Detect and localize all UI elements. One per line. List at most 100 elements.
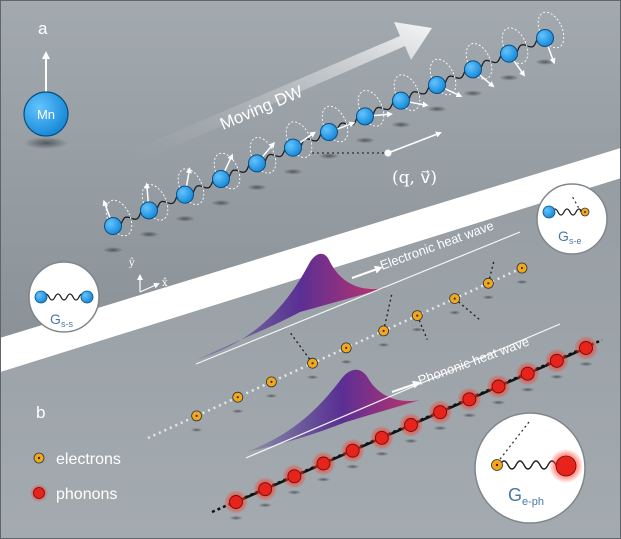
- spin-atom: [356, 107, 374, 126]
- phonon-shadow: [579, 361, 593, 367]
- phonon-dot: [374, 430, 389, 445]
- spin-atom: [104, 217, 122, 235]
- phonon-dot: [404, 418, 418, 432]
- mn-label: Mn: [37, 107, 55, 122]
- phonon-shadow: [374, 451, 389, 457]
- electron-core: [270, 380, 273, 383]
- phonon-shadow: [229, 515, 243, 521]
- spin-shadow: [247, 184, 267, 191]
- spin-shadow: [499, 74, 519, 81]
- legend-electrons-label: electrons: [56, 451, 121, 468]
- spin-chain: [102, 11, 565, 253]
- phonon-dot: [433, 405, 448, 420]
- electron-shadow: [265, 393, 278, 398]
- electron-scatter-line: [487, 259, 496, 284]
- electron-shadow: [190, 427, 203, 432]
- legend-phonons-label: phonons: [56, 486, 117, 503]
- electron-core: [345, 346, 348, 349]
- spin-shadow: [355, 137, 375, 144]
- spin-shadow: [283, 168, 303, 175]
- panel-a-label: a: [38, 19, 48, 38]
- precession-orbit: [357, 90, 385, 127]
- phonon-dot: [316, 456, 331, 471]
- phonon-shadow: [404, 438, 418, 444]
- phonon-dot: [258, 482, 273, 497]
- electron-core: [311, 362, 314, 365]
- legend-electrons: electrons: [33, 451, 121, 468]
- spin-atom: [140, 201, 158, 220]
- precession-orbit: [177, 168, 205, 205]
- phonon-shadow: [491, 400, 506, 405]
- electron-scatter-line: [454, 298, 482, 322]
- phonon-shadow: [287, 490, 302, 495]
- phonon-shadow: [462, 413, 477, 418]
- coupling-ss-icon: G s-s: [28, 261, 100, 333]
- precession-orbit: [285, 121, 313, 158]
- coupling-ss-G: G: [50, 311, 61, 327]
- legend-phonons: phonons: [30, 484, 117, 503]
- coupling-ss-sub: s-s: [61, 319, 73, 329]
- precession-orbit: [393, 74, 421, 111]
- phonon-dot: [287, 469, 302, 484]
- electron-shadow: [377, 342, 390, 347]
- coupling-eph-G: G: [508, 485, 522, 505]
- spin-shadow: [391, 121, 411, 128]
- spin-atom: [176, 185, 194, 204]
- electron-chain-track: [147, 266, 523, 440]
- electron-shadow: [482, 295, 495, 300]
- electron-core: [520, 266, 524, 270]
- spin-shadow: [463, 90, 483, 97]
- spin-shadow: [319, 153, 339, 159]
- phonon-shadow: [316, 477, 331, 482]
- spin-atom: [284, 138, 302, 157]
- electron-core: [236, 396, 239, 399]
- electron-scatter-line: [382, 294, 393, 332]
- electron-shadow: [231, 409, 244, 414]
- phonon-shadow: [345, 464, 360, 469]
- qv-indicator: [312, 131, 442, 157]
- electron-scatter-line: [289, 332, 314, 364]
- coupling-eph-sub: e-ph: [522, 496, 544, 508]
- coupling-se-icon: G s-e: [536, 183, 608, 255]
- coupling-eph-icon: G e-ph: [474, 412, 586, 524]
- phonon-dot: [345, 443, 360, 458]
- precession-orbit: [321, 105, 349, 143]
- precession-orbit: [213, 152, 241, 190]
- precession-orbit: [141, 184, 169, 221]
- electron-shadow: [340, 359, 353, 364]
- phonon-shadow: [549, 374, 564, 380]
- panel-a-background: [0, 0, 621, 338]
- electron-shadow: [516, 280, 528, 284]
- electronic-heat-wave: [195, 231, 521, 365]
- spin-atom: [500, 44, 518, 63]
- moving-dw-arrow: [133, 22, 432, 162]
- spin-shadow: [103, 247, 123, 253]
- qv-label: (q, v⃗): [392, 168, 437, 188]
- spin-shadow: [211, 200, 231, 206]
- coordinate-axes: ŷ x̂: [128, 258, 168, 293]
- electron-core: [382, 329, 385, 332]
- phonon-dot: [491, 379, 506, 394]
- spin-shadow: [175, 215, 195, 222]
- electron-shadow: [448, 310, 461, 315]
- legend: electrons phonons: [30, 451, 121, 503]
- spin-shadow: [427, 106, 447, 112]
- electron-core: [416, 314, 419, 317]
- axis-x-label: x̂: [162, 278, 168, 289]
- spin-shadow: [535, 59, 555, 65]
- electron-core: [453, 297, 456, 300]
- spin-atom: [392, 91, 410, 110]
- spin-atom: [248, 154, 266, 173]
- electron-core: [487, 282, 490, 285]
- electron-shadow: [306, 375, 319, 380]
- electron-scatter-line: [416, 315, 428, 340]
- phonon-dot: [549, 353, 564, 368]
- coupling-se-sub: s-e: [569, 236, 582, 246]
- panel-b-label: b: [36, 403, 45, 422]
- spin-atom: [464, 60, 482, 79]
- phonon-shadow: [433, 425, 448, 431]
- precession-orbit: [429, 58, 457, 96]
- phonon-shadow: [258, 502, 273, 508]
- precession-orbit: [105, 199, 133, 237]
